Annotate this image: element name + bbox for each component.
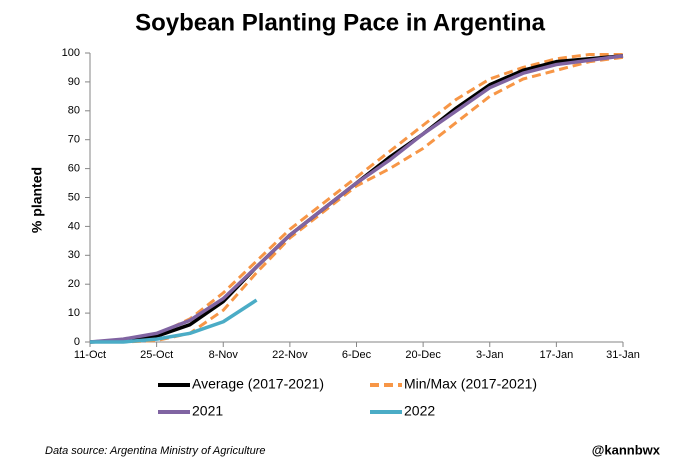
series-line <box>89 54 624 344</box>
legend-label: Min/Max (2017-2021) <box>404 376 537 392</box>
x-tick-label: 8-Nov <box>209 349 239 361</box>
x-tick-label: 31-Jan <box>606 349 640 361</box>
legend-label: Average (2017-2021) <box>192 376 324 392</box>
chart-title: Soybean Planting Pace in Argentina <box>135 9 546 36</box>
y-tick-label: 100 <box>62 47 80 59</box>
x-tick-label: 25-Oct <box>140 349 173 361</box>
legend-label: 2022 <box>404 403 435 419</box>
x-tick-label: 11-Oct <box>74 349 106 361</box>
y-tick-label: 40 <box>68 220 80 232</box>
source-note: Data source: Argentina Ministry of Agric… <box>45 445 266 457</box>
y-tick-label: 60 <box>68 163 80 175</box>
y-axis-label: % planted <box>29 167 45 233</box>
y-tick-label: 70 <box>68 134 80 146</box>
x-tick-label: 17-Jan <box>540 349 574 361</box>
y-tick-label: 0 <box>74 336 80 348</box>
y-tick-label: 90 <box>68 76 80 88</box>
series-line <box>90 55 624 344</box>
legend-label: 2021 <box>192 403 223 419</box>
series-line <box>89 52 623 344</box>
x-tick-label: 20-Dec <box>405 349 441 361</box>
y-tick-label: 30 <box>68 249 80 261</box>
x-tick-label: 6-Dec <box>342 349 372 361</box>
series-line <box>90 298 258 344</box>
x-tick-label: 3-Jan <box>476 349 504 361</box>
x-tick-label: 22-Nov <box>272 349 308 361</box>
credit: @kannbwx <box>592 442 661 457</box>
y-tick-label: 50 <box>68 191 80 203</box>
y-tick-label: 10 <box>68 307 80 319</box>
y-tick-label: 80 <box>68 105 80 117</box>
series-line <box>89 54 624 344</box>
y-tick-label: 20 <box>68 278 80 290</box>
